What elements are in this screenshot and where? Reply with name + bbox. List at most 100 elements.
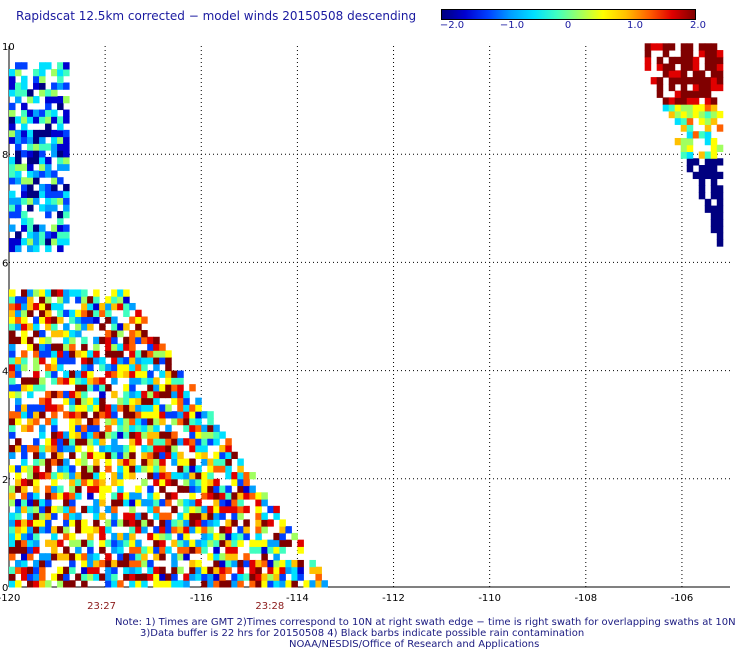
data-cell [111,512,118,520]
data-cell [135,316,142,324]
data-cell [45,289,52,297]
data-cell [27,472,34,480]
data-cell [716,212,724,220]
data-cell [716,185,724,193]
data-cell [51,357,58,365]
data-cell [33,343,40,351]
data-cell [45,336,52,345]
data-cell [9,411,16,419]
data-cell [27,512,34,520]
data-cell [93,357,100,365]
data-cell [123,343,130,351]
data-cell [57,62,64,70]
data-cell [141,546,148,554]
data-cell [9,309,16,317]
data-cell [716,63,724,71]
data-cell [27,532,34,541]
data-cell [27,384,34,392]
data-cell [57,102,64,111]
data-cell [141,553,148,561]
data-cell [213,566,220,574]
data-cell [27,217,34,226]
data-cell [123,519,130,527]
data-cell [9,224,16,232]
data-cell [27,539,34,547]
data-cell [255,573,262,581]
map-title: Rapidscat 12.5km corrected − model winds… [16,9,417,23]
data-cell [321,580,328,588]
data-cell [51,82,58,90]
data-cell [644,50,652,58]
data-cell [267,539,274,547]
data-cell [117,350,124,358]
y-tick-label: 6 [2,258,8,269]
data-cell [75,384,82,392]
data-cell [129,343,136,351]
data-cell [15,129,22,138]
data-cell [105,519,112,527]
data-cell [273,539,280,547]
data-cell [57,505,64,514]
data-cell [51,539,58,547]
data-cell [27,309,34,317]
data-cell [27,404,34,412]
data-cell [153,384,160,392]
data-cell [183,465,190,473]
data-cell [249,580,256,588]
data-cell [171,458,178,466]
data-cell [81,519,88,527]
data-cell [39,458,46,466]
data-cell [105,559,112,568]
data-cell [9,89,16,97]
data-cell [219,532,226,541]
data-cell [141,424,148,432]
data-cell [51,316,58,324]
data-cell [27,302,34,311]
data-cell [686,165,694,173]
data-cell [63,204,70,212]
data-cell [33,190,40,198]
data-cell [237,472,244,480]
data-cell [686,97,694,105]
data-cell [99,411,106,419]
data-cell [123,451,130,460]
data-cell [15,136,22,144]
data-cell [69,377,76,385]
data-cell [21,163,28,171]
data-cell [153,512,160,520]
data-cell [57,363,64,372]
data-cell [69,309,76,317]
data-cell [93,478,100,487]
data-cell [129,519,136,527]
data-cell [33,68,40,77]
data-cell [15,68,22,77]
data-cell [51,363,58,372]
data-cell [87,357,94,365]
data-cell [135,350,142,358]
data-cell [716,239,724,247]
data-cell [159,580,166,588]
data-cell [213,499,220,507]
data-cell [75,417,82,426]
data-cell [9,129,16,138]
data-cell [171,539,178,547]
data-cell [129,350,136,358]
data-cell [21,485,28,493]
data-cell [81,411,88,419]
data-cell [159,451,166,460]
data-cell [129,390,136,399]
data-cell [129,539,136,547]
data-cell [51,377,58,385]
data-cell [704,165,712,173]
data-cell [93,296,100,304]
data-cell [99,384,106,392]
data-cell [171,472,178,480]
data-cell [75,350,82,358]
data-cell [51,183,58,192]
data-cell [213,546,220,554]
data-cell [171,519,178,527]
data-cell [213,438,220,446]
data-cell [93,499,100,507]
data-cell [57,150,64,158]
data-cell [81,390,88,399]
